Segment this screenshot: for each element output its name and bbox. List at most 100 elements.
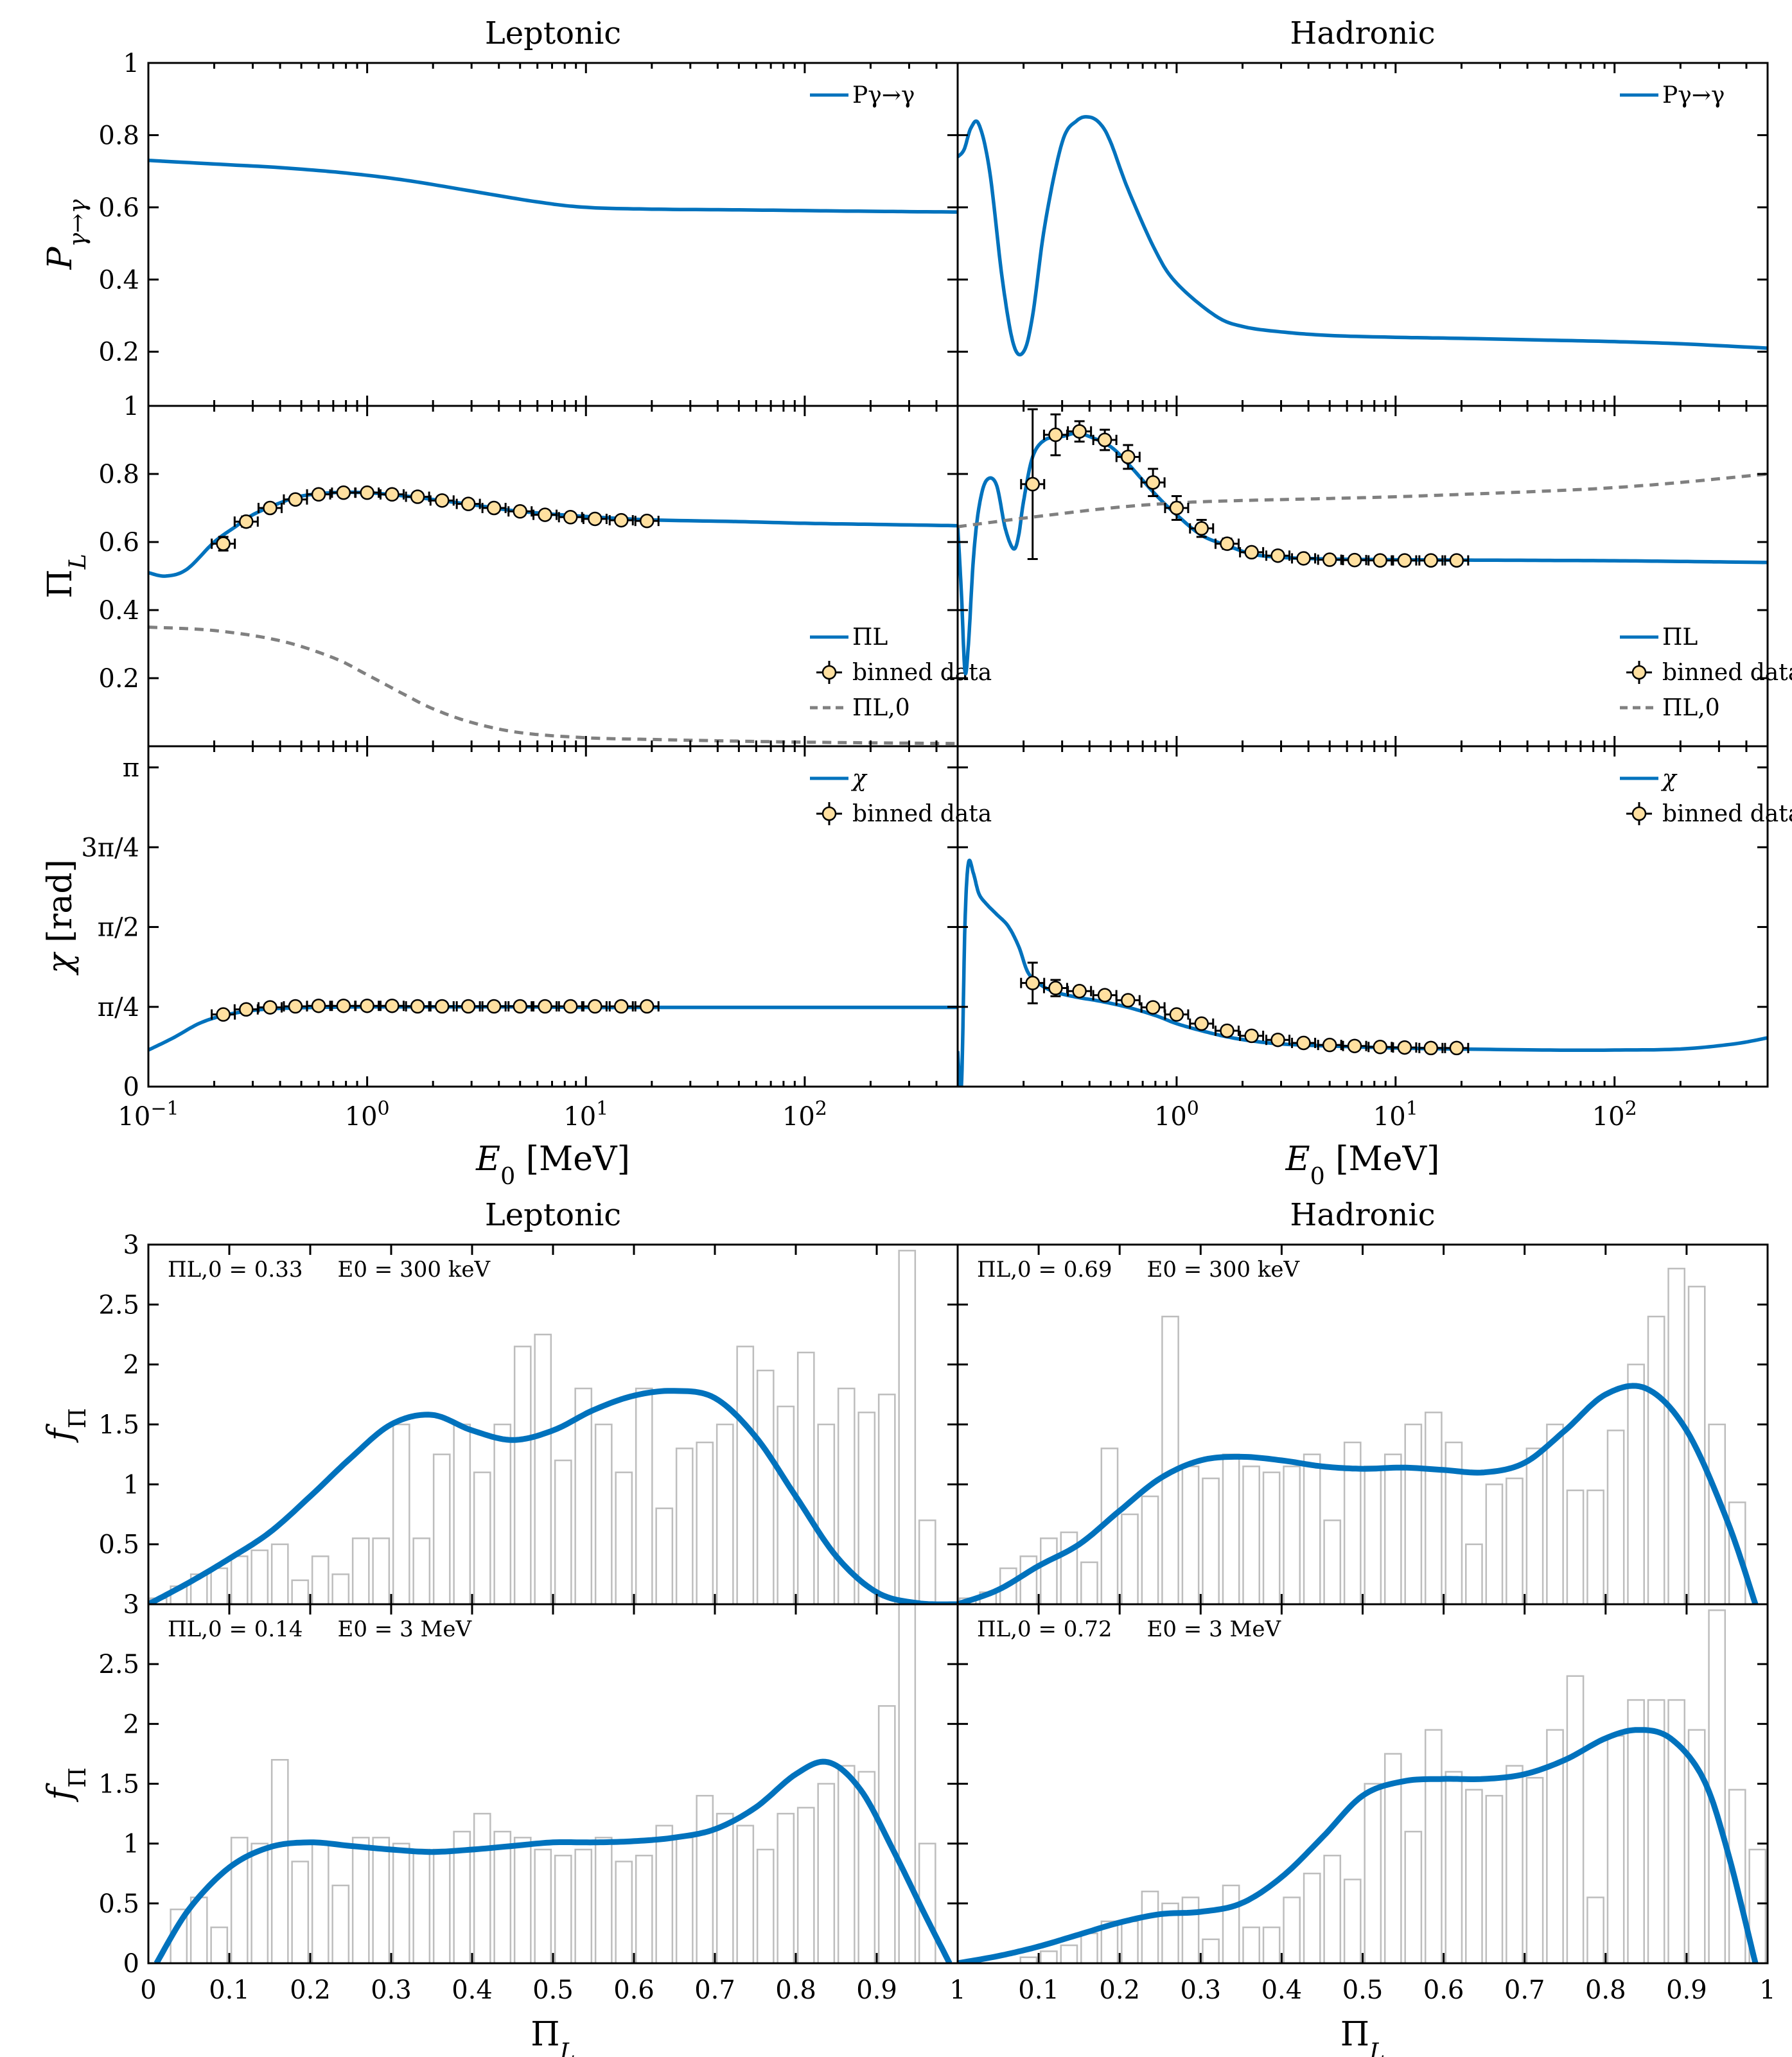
y-tick-label: 0.5 bbox=[98, 1530, 139, 1560]
axes-frame bbox=[956, 62, 1769, 407]
marker bbox=[563, 999, 578, 1014]
data-point bbox=[634, 513, 660, 529]
data-point bbox=[1418, 553, 1444, 568]
x-tick-label: 0.7 bbox=[1504, 1975, 1545, 2005]
hist-bar bbox=[1222, 1453, 1240, 1604]
y-axis-label-text: fΠ bbox=[41, 1767, 91, 1803]
legend-swatch bbox=[1631, 806, 1647, 821]
hist-bar bbox=[1485, 1484, 1504, 1604]
marker bbox=[639, 513, 654, 529]
hist-bar bbox=[554, 1855, 572, 1963]
hist-bar bbox=[1384, 1453, 1402, 1604]
series-main-line bbox=[958, 115, 1768, 357]
y-axis-label: Pγ→γ bbox=[41, 199, 91, 270]
hist-bar bbox=[453, 1830, 471, 1963]
marker bbox=[311, 487, 326, 502]
data-point bbox=[211, 536, 236, 552]
hist-bar bbox=[817, 1783, 836, 1963]
y-tick-label: π bbox=[123, 753, 139, 783]
data-point bbox=[1140, 1000, 1166, 1015]
hist-bar bbox=[1404, 1423, 1423, 1604]
y-tick-label: 1 bbox=[123, 1470, 139, 1500]
marker bbox=[513, 999, 527, 1014]
hist-bar bbox=[372, 1837, 391, 1963]
legend-label: ΠL,0 bbox=[1662, 695, 1720, 721]
hist-bar bbox=[1060, 1944, 1078, 1963]
plot-area bbox=[958, 115, 1768, 357]
mid-leptonic-pol: 0.2 0.4 0.6 0.8 1 ΠL ΠL binned data ΠL,0 bbox=[41, 392, 992, 746]
marker bbox=[1145, 1000, 1161, 1015]
hist-bar bbox=[1080, 1932, 1098, 1963]
hist-bar bbox=[1647, 1699, 1665, 1963]
data-point bbox=[257, 1000, 283, 1015]
mid-hadronic-pol: ΠL binned data ΠL,0 bbox=[956, 405, 1792, 746]
hist-bar bbox=[1242, 1466, 1260, 1604]
x-tick-label: 0.6 bbox=[1423, 1975, 1464, 2005]
data-point bbox=[481, 999, 507, 1014]
data-point bbox=[582, 511, 608, 527]
marker bbox=[1322, 1037, 1337, 1053]
x-tick-label: 0.5 bbox=[1342, 1975, 1384, 2005]
x-tick-label: 0.3 bbox=[371, 1975, 412, 2005]
x-tick-label: 0.9 bbox=[856, 1975, 897, 2005]
data-point bbox=[1291, 551, 1317, 566]
hist-bar bbox=[615, 1471, 633, 1604]
data-point bbox=[306, 998, 331, 1013]
hist-bar bbox=[392, 1843, 410, 1963]
y-tick-label: 0.4 bbox=[98, 596, 139, 626]
data-point bbox=[1444, 1040, 1470, 1056]
data-point bbox=[558, 999, 583, 1014]
marker bbox=[288, 999, 303, 1014]
hist-bar bbox=[1627, 1363, 1645, 1604]
hist-bar bbox=[291, 1860, 310, 1963]
hist-bar bbox=[554, 1459, 572, 1604]
hist-bar bbox=[615, 1860, 633, 1963]
y-tick-label: 0.5 bbox=[98, 1889, 139, 1919]
density-curve bbox=[958, 1727, 1759, 1963]
data-point bbox=[634, 999, 660, 1014]
data-point bbox=[429, 999, 455, 1014]
legend: χ binned data bbox=[1620, 766, 1792, 827]
panel-title: Leptonic bbox=[485, 15, 621, 51]
marker bbox=[1025, 477, 1040, 492]
plot-area bbox=[958, 858, 1768, 1087]
hist-bar bbox=[1343, 1441, 1362, 1604]
hist-bar bbox=[473, 1812, 491, 1963]
marker bbox=[410, 999, 425, 1014]
y-tick-label: 1 bbox=[123, 392, 139, 421]
marker bbox=[1397, 553, 1412, 568]
hist-bar bbox=[594, 1423, 613, 1604]
hist-bar bbox=[291, 1579, 310, 1604]
marker bbox=[588, 999, 602, 1014]
hist-bar bbox=[210, 1567, 229, 1604]
marker bbox=[216, 536, 231, 551]
hist-bar bbox=[453, 1423, 471, 1604]
annotation: ΠL,0 = 0.69 E0 = 300 keV bbox=[977, 1257, 1300, 1282]
hist-bar bbox=[1202, 1477, 1220, 1604]
legend: Pγ→γ bbox=[810, 82, 915, 109]
data-point bbox=[405, 999, 430, 1014]
marker bbox=[1048, 427, 1063, 442]
axes-frame bbox=[147, 745, 959, 1088]
y-axis-label: ΠL bbox=[41, 554, 91, 599]
hist-bar bbox=[675, 1837, 694, 1963]
x-axis-label: E0 [MeV] bbox=[475, 1140, 630, 1190]
y-tick-label: 0 bbox=[123, 1072, 139, 1102]
marker bbox=[1322, 552, 1337, 567]
x-tick-label: 101 bbox=[563, 1098, 608, 1132]
axes-frame bbox=[956, 405, 1769, 748]
y-axis-label: χ [rad] bbox=[41, 859, 80, 976]
hist-bar bbox=[1100, 1920, 1119, 1963]
hist-bar bbox=[1525, 1448, 1544, 1604]
marker bbox=[1296, 1035, 1311, 1051]
hist-bar bbox=[635, 1387, 653, 1604]
hist-bar bbox=[412, 1537, 431, 1604]
marker bbox=[461, 496, 476, 511]
data-point bbox=[1214, 536, 1240, 551]
legend-label: Pγ→γ bbox=[1662, 82, 1725, 109]
y-tick-label: 3 bbox=[123, 1590, 139, 1620]
hist-bar bbox=[250, 1843, 269, 1963]
marker bbox=[360, 485, 374, 500]
y-tick-label: 0.2 bbox=[98, 338, 139, 367]
